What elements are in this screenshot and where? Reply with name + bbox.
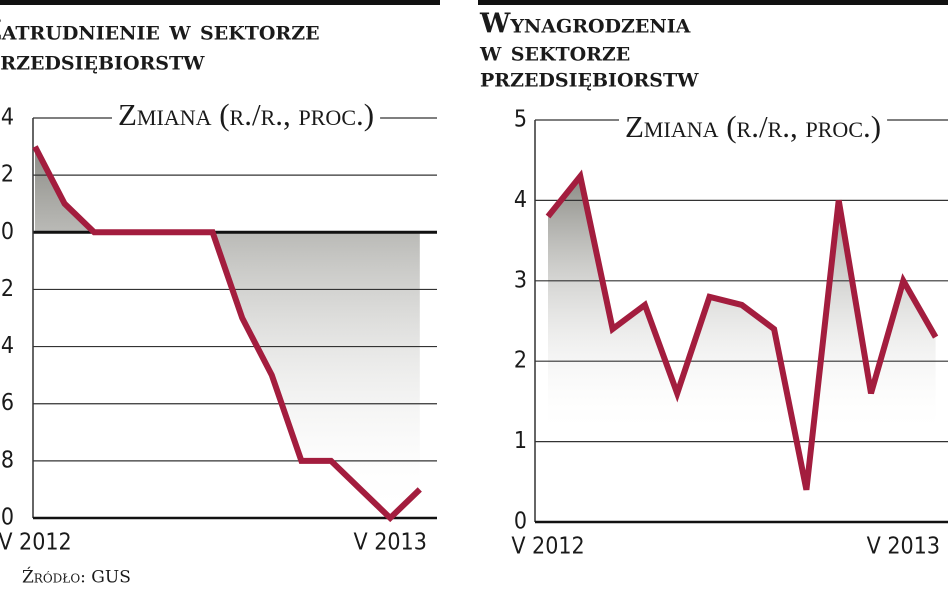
y-tick-label: 0,4 xyxy=(0,105,14,131)
chart-title: przedsiębiorstw xyxy=(0,46,205,77)
header-rule xyxy=(478,0,948,5)
y-tick-label: 4 xyxy=(514,187,527,213)
y-tick-label: 2 xyxy=(514,348,527,374)
y-tick-label: 3 xyxy=(514,267,527,293)
x-tick-label: V 2012 xyxy=(511,534,584,560)
x-tick-label: V 2013 xyxy=(354,530,427,556)
chart-subtitle: Zmiana (r./r., proc.) xyxy=(625,109,881,144)
x-tick-label: V 2012 xyxy=(0,530,72,556)
chart-title: w sektorze xyxy=(479,37,630,68)
y-tick-label: -1,0 xyxy=(0,505,14,531)
chart-title: Zatrudnienie w sektorze xyxy=(0,16,320,47)
y-tick-label: 0 xyxy=(1,219,14,245)
chart-subtitle: Zmiana (r./r., proc.) xyxy=(118,97,374,132)
y-tick-label: 0,2 xyxy=(0,162,14,188)
x-tick-label: V 2013 xyxy=(867,534,940,560)
y-tick-label: -0,4 xyxy=(0,333,14,359)
subtitle-bg xyxy=(112,97,381,133)
subtitle-bg xyxy=(619,109,888,145)
chart-title: przedsiębiorstw xyxy=(480,63,699,94)
chart-title: Wynagrodzenia xyxy=(479,9,691,40)
y-tick-label: -0,6 xyxy=(0,390,14,416)
source-note: Źródło: GUS xyxy=(22,567,131,588)
area-fill xyxy=(548,176,936,522)
y-tick-label: -0,8 xyxy=(0,447,14,473)
data-line xyxy=(545,169,939,491)
y-tick-label: 5 xyxy=(514,107,527,133)
area-fill xyxy=(35,146,420,519)
header-rule xyxy=(0,0,440,5)
y-tick-label: -0,2 xyxy=(0,276,14,302)
y-tick-label: 0 xyxy=(514,509,527,535)
y-tick-label: 1 xyxy=(514,428,527,454)
data-line xyxy=(32,145,422,523)
